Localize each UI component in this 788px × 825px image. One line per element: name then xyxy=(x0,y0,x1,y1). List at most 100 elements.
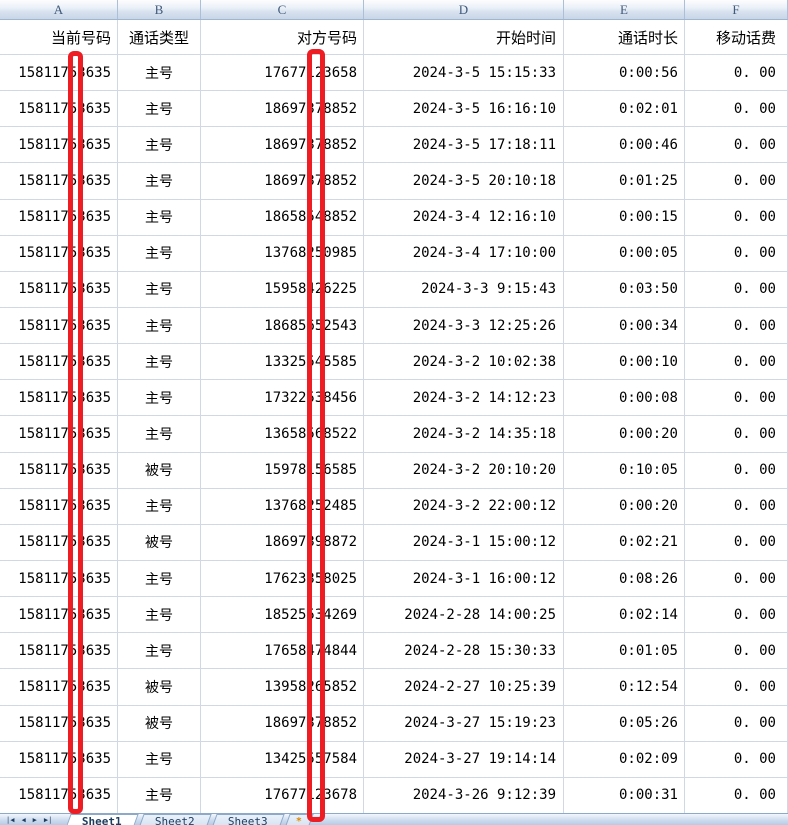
cell-start-time[interactable]: 2024-2-27 10:25:39 xyxy=(364,669,564,706)
cell-start-time[interactable]: 2024-3-2 14:12:23 xyxy=(364,380,564,417)
cell-call-type[interactable]: 主号 xyxy=(118,380,201,417)
cell-start-time[interactable]: 2024-3-2 14:35:18 xyxy=(364,416,564,453)
sheet-tab-sheet3[interactable]: Sheet3 xyxy=(209,814,285,825)
cell-current-number[interactable]: 15811753635 xyxy=(0,669,118,706)
cell-other-number[interactable]: 13768250985 xyxy=(201,235,364,272)
cell-duration[interactable]: 0:08:26 xyxy=(564,560,685,598)
cell-other-number[interactable]: 17322538456 xyxy=(201,380,364,417)
cell-mobile-fee[interactable]: 0. 00 xyxy=(685,669,788,706)
cell-duration[interactable]: 0:02:09 xyxy=(564,741,685,778)
cell-other-number[interactable]: 13658568522 xyxy=(201,416,364,453)
cell-mobile-fee[interactable]: 0. 00 xyxy=(685,199,788,236)
header-other-number[interactable]: 对方号码 xyxy=(201,20,364,55)
cell-mobile-fee[interactable]: 0. 00 xyxy=(685,235,788,272)
column-header-b[interactable]: B xyxy=(118,0,201,19)
sheet-tab-sheet1[interactable]: Sheet1 xyxy=(63,814,139,825)
header-current-number[interactable]: 当前号码 xyxy=(0,20,118,55)
cell-mobile-fee[interactable]: 0. 00 xyxy=(685,597,788,634)
cell-other-number[interactable]: 18658548852 xyxy=(201,199,364,236)
cell-other-number[interactable]: 13768252485 xyxy=(201,488,364,525)
column-header-a[interactable]: A xyxy=(0,0,118,19)
header-mobile-fee[interactable]: 移动话费 xyxy=(685,20,788,55)
cell-duration[interactable]: 0:00:20 xyxy=(564,488,685,525)
cell-duration[interactable]: 0:00:46 xyxy=(564,127,685,164)
cell-current-number[interactable]: 15811753635 xyxy=(0,597,118,634)
cell-duration[interactable]: 0:01:05 xyxy=(564,633,685,670)
cell-current-number[interactable]: 15811753635 xyxy=(0,560,118,598)
sheet-tab-sheet2[interactable]: Sheet2 xyxy=(136,814,212,825)
tab-nav-last-icon[interactable]: ▶| xyxy=(43,816,53,824)
cell-start-time[interactable]: 2024-3-2 10:02:38 xyxy=(364,344,564,381)
cell-mobile-fee[interactable]: 0. 00 xyxy=(685,163,788,200)
cell-mobile-fee[interactable]: 0. 00 xyxy=(685,55,788,92)
cell-current-number[interactable]: 15811753635 xyxy=(0,633,118,670)
cell-call-type[interactable]: 主号 xyxy=(118,127,201,164)
cell-start-time[interactable]: 2024-3-5 17:18:11 xyxy=(364,127,564,164)
cell-call-type[interactable]: 主号 xyxy=(118,307,201,345)
cell-current-number[interactable]: 15811753635 xyxy=(0,488,118,525)
cell-other-number[interactable]: 17677123678 xyxy=(201,777,364,814)
cell-call-type[interactable]: 主号 xyxy=(118,777,201,814)
cell-duration[interactable]: 0:03:50 xyxy=(564,271,685,308)
cell-mobile-fee[interactable]: 0. 00 xyxy=(685,380,788,417)
cell-duration[interactable]: 0:00:10 xyxy=(564,344,685,381)
cell-current-number[interactable]: 15811753635 xyxy=(0,452,118,489)
cell-other-number[interactable]: 15978156585 xyxy=(201,452,364,489)
cell-current-number[interactable]: 15811753635 xyxy=(0,777,118,814)
cell-start-time[interactable]: 2024-3-1 15:00:12 xyxy=(364,524,564,561)
cell-call-type[interactable]: 被号 xyxy=(118,524,201,561)
cell-mobile-fee[interactable]: 0. 00 xyxy=(685,416,788,453)
header-start-time[interactable]: 开始时间 xyxy=(364,20,564,55)
column-header-d[interactable]: D xyxy=(364,0,564,19)
header-call-type[interactable]: 通话类型 xyxy=(118,20,201,55)
cell-duration[interactable]: 0:02:14 xyxy=(564,597,685,634)
cell-call-type[interactable]: 主号 xyxy=(118,741,201,778)
cell-start-time[interactable]: 2024-3-27 15:19:23 xyxy=(364,705,564,742)
cell-other-number[interactable]: 18697378852 xyxy=(201,127,364,164)
cell-current-number[interactable]: 15811753635 xyxy=(0,91,118,128)
cell-call-type[interactable]: 被号 xyxy=(118,705,201,742)
cell-call-type[interactable]: 主号 xyxy=(118,560,201,598)
cell-start-time[interactable]: 2024-3-4 12:16:10 xyxy=(364,199,564,236)
cell-call-type[interactable]: 主号 xyxy=(118,488,201,525)
cell-duration[interactable]: 0:00:31 xyxy=(564,777,685,814)
cell-duration[interactable]: 0:00:08 xyxy=(564,380,685,417)
cell-duration[interactable]: 0:10:05 xyxy=(564,452,685,489)
cell-mobile-fee[interactable]: 0. 00 xyxy=(685,307,788,345)
cell-start-time[interactable]: 2024-3-26 9:12:39 xyxy=(364,777,564,814)
cell-current-number[interactable]: 15811753635 xyxy=(0,127,118,164)
cell-mobile-fee[interactable]: 0. 00 xyxy=(685,524,788,561)
cell-other-number[interactable]: 18697378852 xyxy=(201,163,364,200)
cell-start-time[interactable]: 2024-3-3 9:15:43 xyxy=(364,271,564,308)
column-header-c[interactable]: C xyxy=(201,0,364,19)
cell-mobile-fee[interactable]: 0. 00 xyxy=(685,91,788,128)
cell-other-number[interactable]: 17658474844 xyxy=(201,633,364,670)
cell-start-time[interactable]: 2024-3-4 17:10:00 xyxy=(364,235,564,272)
cell-other-number[interactable]: 13425557584 xyxy=(201,741,364,778)
column-header-f[interactable]: F xyxy=(685,0,788,19)
cell-other-number[interactable]: 17623358025 xyxy=(201,560,364,598)
cell-current-number[interactable]: 15811753635 xyxy=(0,307,118,345)
cell-start-time[interactable]: 2024-2-28 15:30:33 xyxy=(364,633,564,670)
cell-duration[interactable]: 0:12:54 xyxy=(564,669,685,706)
cell-other-number[interactable]: 18697398872 xyxy=(201,524,364,561)
cell-current-number[interactable]: 15811753635 xyxy=(0,235,118,272)
cell-other-number[interactable]: 17677123658 xyxy=(201,55,364,92)
cell-mobile-fee[interactable]: 0. 00 xyxy=(685,777,788,814)
cell-mobile-fee[interactable]: 0. 00 xyxy=(685,344,788,381)
cell-call-type[interactable]: 主号 xyxy=(118,91,201,128)
cell-current-number[interactable]: 15811753635 xyxy=(0,705,118,742)
cell-mobile-fee[interactable]: 0. 00 xyxy=(685,127,788,164)
cell-other-number[interactable]: 18697378852 xyxy=(201,91,364,128)
cell-start-time[interactable]: 2024-3-5 20:10:18 xyxy=(364,163,564,200)
cell-start-time[interactable]: 2024-3-27 19:14:14 xyxy=(364,741,564,778)
cell-other-number[interactable]: 18697378852 xyxy=(201,705,364,742)
cell-current-number[interactable]: 15811753635 xyxy=(0,416,118,453)
cell-other-number[interactable]: 13325545585 xyxy=(201,344,364,381)
cell-other-number[interactable]: 18685652543 xyxy=(201,307,364,345)
cell-duration[interactable]: 0:00:20 xyxy=(564,416,685,453)
cell-start-time[interactable]: 2024-3-3 12:25:26 xyxy=(364,307,564,345)
cell-start-time[interactable]: 2024-3-5 16:16:10 xyxy=(364,91,564,128)
cell-start-time[interactable]: 2024-3-5 15:15:33 xyxy=(364,55,564,92)
cell-start-time[interactable]: 2024-3-2 20:10:20 xyxy=(364,452,564,489)
